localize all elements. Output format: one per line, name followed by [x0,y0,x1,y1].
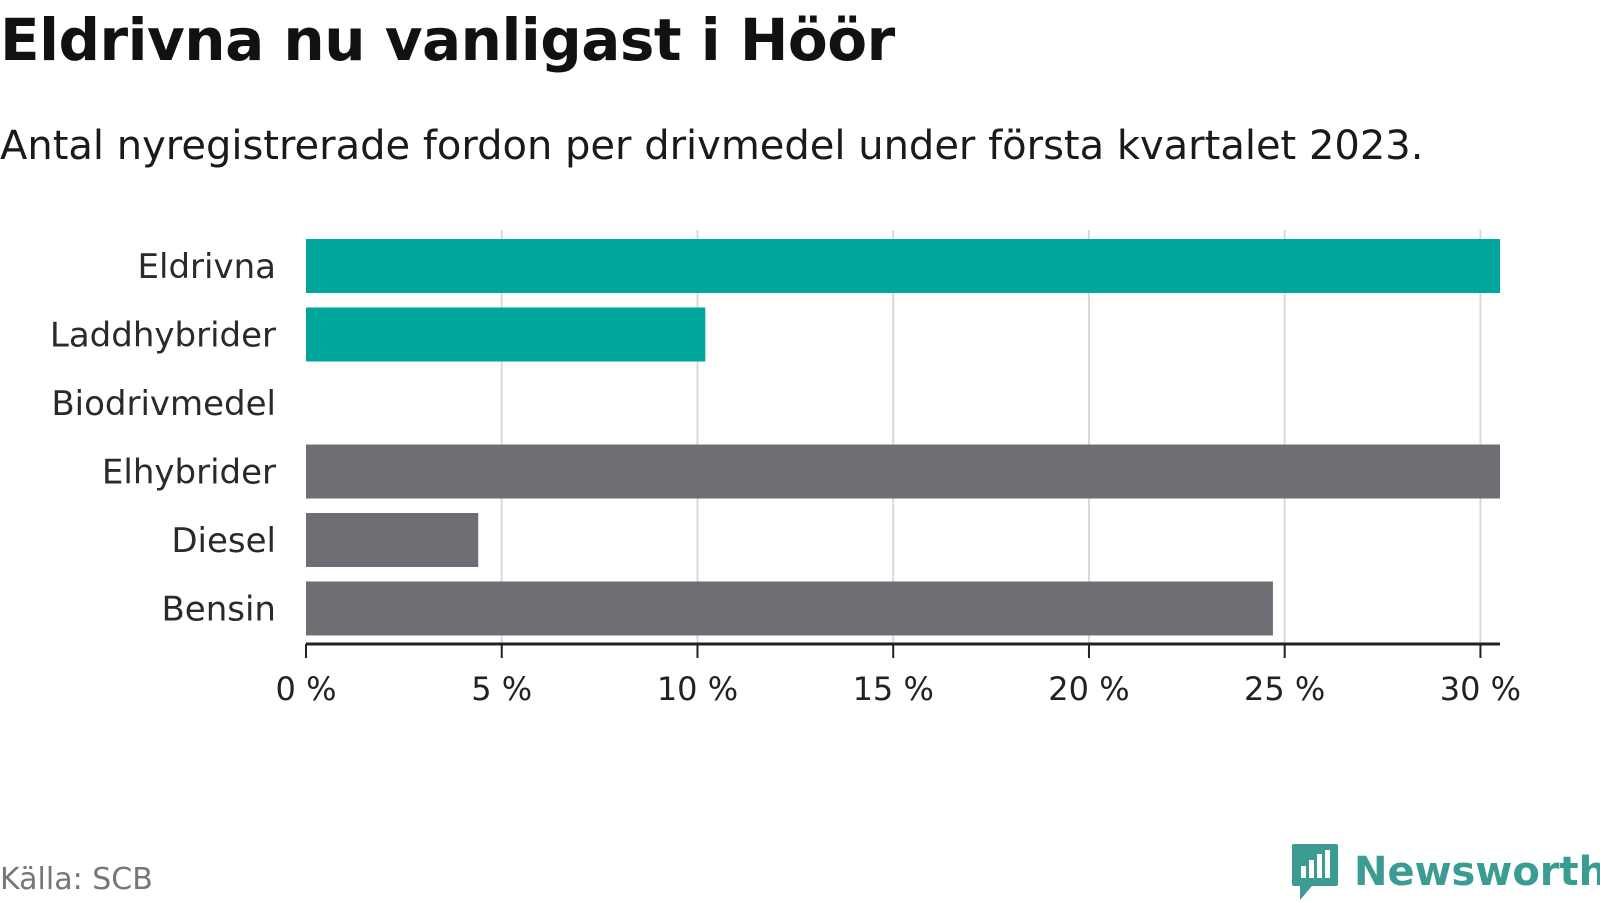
bar-chart-speech-bubble-icon [1292,844,1338,900]
chart-subtitle: Antal nyregistrerade fordon per drivmede… [0,123,1424,169]
category-label: Elhybrider [102,453,276,493]
bar [306,444,1500,499]
category-label: Eldrivna [138,247,276,287]
x-tick-label: 15 % [853,670,934,708]
bars [306,239,1500,636]
category-label: Laddhybrider [50,316,276,356]
bar [306,581,1273,636]
grid-lines [500,230,1482,644]
x-tick-label: 0 % [276,670,337,708]
x-tick-label: 30 % [1440,670,1521,708]
x-tick-label: 10 % [657,670,738,708]
bar [306,239,1500,293]
source-note: Källa: SCB [0,862,153,897]
category-labels: Eldrivna Laddhybrider Biodrivmedel Elhybrid… [50,247,276,630]
brand-name: Newsworthy [1354,849,1600,895]
chart-title: Eldrivna nu vanligast i Höör [0,6,895,74]
x-tick-label: 5 % [471,670,532,708]
category-label: Bensin [161,590,276,630]
x-tick-label: 25 % [1244,670,1325,708]
category-label: Diesel [171,521,276,561]
x-axis: 0 % 5 % 10 % 15 % 20 % 25 % 30 % [276,642,1521,708]
bar [306,513,479,567]
brand-logo: Newsworthy [1290,842,1600,902]
bar [306,307,706,362]
x-tick-label: 20 % [1048,670,1129,708]
category-label: Biodrivmedel [51,384,276,424]
